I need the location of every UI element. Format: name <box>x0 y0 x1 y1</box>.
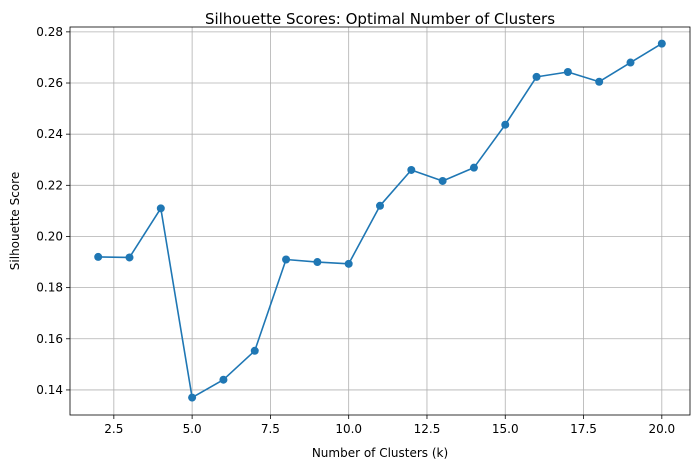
y-tick-label: 0.28 <box>36 25 63 39</box>
series-line <box>98 42 663 399</box>
data-point <box>469 163 478 172</box>
x-tick-label: 12.5 <box>414 422 441 436</box>
data-point <box>657 39 666 48</box>
data-point <box>188 393 197 402</box>
data-point <box>595 77 604 86</box>
x-tick-label: 7.5 <box>261 422 280 436</box>
x-tick-label: 2.5 <box>104 422 123 436</box>
data-point <box>626 58 635 67</box>
y-tick-label: 0.16 <box>36 332 63 346</box>
y-tick-label: 0.24 <box>36 127 63 141</box>
chart-title: Silhouette Scores: Optimal Number of Clu… <box>205 10 555 28</box>
data-point <box>376 201 384 210</box>
data-point <box>219 375 228 384</box>
x-tick-label: 10.0 <box>335 422 362 436</box>
data-point <box>125 253 134 262</box>
x-axis-label: Number of Clusters (k) <box>312 446 448 460</box>
data-point <box>94 252 103 261</box>
x-tick-label: 20.0 <box>648 422 675 436</box>
y-axis-label: Silhouette Score <box>8 172 22 270</box>
data-point <box>532 72 541 81</box>
y-tick-label: 0.26 <box>36 76 63 90</box>
data-point <box>407 165 416 174</box>
data-point <box>344 259 353 268</box>
x-tick-label: 5.0 <box>183 422 202 436</box>
x-tick-label: 15.0 <box>492 422 519 436</box>
data-point <box>156 204 165 213</box>
data-point <box>563 68 572 77</box>
data-point <box>501 120 510 129</box>
y-tick-label: 0.14 <box>36 383 63 397</box>
data-point <box>282 255 291 264</box>
data-point <box>438 176 447 185</box>
data-point <box>250 346 259 355</box>
y-tick-label: 0.20 <box>36 229 63 243</box>
x-tick-label: 17.5 <box>570 422 597 436</box>
data-point <box>313 258 322 267</box>
y-tick-label: 0.18 <box>36 281 63 295</box>
data-series <box>94 39 666 402</box>
y-tick-label: 0.22 <box>36 178 63 192</box>
axis-ticks: 2.5 5.0 7.5 10.0 12.5 15.0 17.5 20.0 0.14 0.16 0.1… <box>36 25 675 436</box>
plot-frame <box>69 26 691 416</box>
